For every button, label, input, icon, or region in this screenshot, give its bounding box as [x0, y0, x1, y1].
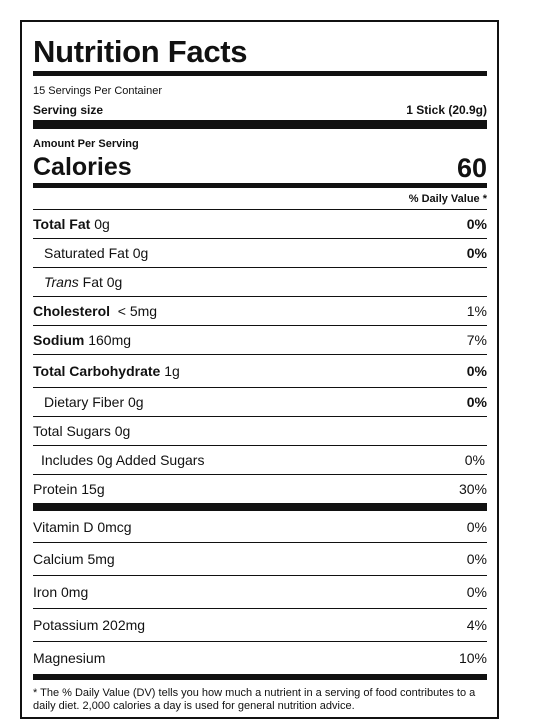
- potassium-dv: 4%: [466, 617, 487, 633]
- nutrient-row-total-carbohydrate: Total Carbohydrate 1g 0%: [33, 355, 487, 388]
- divider: [33, 120, 487, 129]
- nutrient-row-total-fat: Total Fat 0g 0%: [33, 210, 487, 239]
- protein-dv: 30%: [458, 481, 487, 497]
- total-fat-amount: 0g: [94, 216, 110, 232]
- footnote: * The % Daily Value (DV) tells you how m…: [33, 687, 476, 712]
- nutrient-row-dietary-fiber: Dietary Fiber 0g 0%: [33, 388, 487, 417]
- nutrient-row-calcium: Calcium 5mg 0%: [33, 543, 487, 576]
- iron-dv: 0%: [466, 584, 487, 600]
- calcium-dv: 0%: [466, 551, 487, 567]
- saturated-fat-label: Saturated Fat 0g: [44, 245, 149, 261]
- protein-label: Protein 15g: [33, 481, 105, 497]
- added-sugars-dv: 0%: [464, 452, 485, 468]
- saturated-fat-dv: 0%: [466, 245, 487, 261]
- cholesterol-label: Cholesterol: [33, 303, 111, 319]
- nutrient-row-vitamin-d: Vitamin D 0mcg 0%: [33, 511, 487, 543]
- calories-row: Calories 60: [33, 153, 487, 182]
- total-carb-amount: 1g: [164, 363, 180, 379]
- serving-size-row: Serving size 1 Stick (20.9g): [33, 103, 487, 117]
- divider: [33, 674, 487, 680]
- vitamin-d-label: Vitamin D 0mcg: [33, 518, 132, 535]
- serving-size-value: 1 Stick (20.9g): [406, 103, 487, 117]
- sodium-amount: 160mg: [88, 332, 132, 348]
- nutrient-label: Total Fat 0g: [33, 216, 110, 232]
- calories-label: Calories: [33, 153, 132, 181]
- cholesterol-amount: < 5mg: [117, 303, 158, 319]
- divider: [33, 71, 487, 76]
- total-carb-label: Total Carbohydrate: [33, 363, 161, 379]
- magnesium-label: Magnesium: [33, 650, 106, 666]
- servings-per-container: 15 Servings Per Container: [33, 85, 163, 97]
- total-sugars-label: Total Sugars 0g: [33, 423, 131, 439]
- potassium-label: Potassium 202mg: [33, 617, 146, 633]
- iron-label: Iron 0mg: [33, 584, 89, 600]
- sodium-label: Sodium: [33, 332, 85, 348]
- nutrient-row-magnesium: Magnesium 10%: [33, 642, 487, 674]
- calcium-label: Calcium 5mg: [33, 551, 115, 567]
- dietary-fiber-dv: 0%: [466, 394, 487, 410]
- sodium-dv: 7%: [466, 332, 487, 348]
- added-sugars-label: Includes 0g Added Sugars: [41, 452, 205, 468]
- nutrient-row-cholesterol: Cholesterol < 5mg 1%: [33, 297, 487, 326]
- trans-fat-label: Fat 0g: [82, 274, 123, 290]
- cholesterol-dv: 1%: [466, 303, 487, 319]
- total-carb-dv: 0%: [466, 363, 487, 379]
- nutrient-row-added-sugars: Includes 0g Added Sugars 0%: [33, 446, 487, 475]
- nutrient-label: Sodium 160mg: [33, 332, 131, 348]
- daily-value-header: % Daily Value *: [33, 193, 487, 210]
- amount-per-serving: Amount Per Serving: [33, 138, 139, 150]
- nutrient-row-total-sugars: Total Sugars 0g: [33, 417, 487, 446]
- divider: [33, 503, 487, 511]
- nutrient-row-protein: Protein 15g 30%: [33, 475, 487, 503]
- nutrient-label: Total Carbohydrate 1g: [33, 363, 180, 379]
- trans-fat-italic: Trans: [44, 274, 79, 290]
- nutrition-facts-label: Nutrition Facts 15 Servings Per Containe…: [20, 20, 499, 719]
- nutrient-row-saturated-fat: Saturated Fat 0g 0%: [33, 239, 487, 268]
- total-fat-label: Total Fat: [33, 216, 91, 232]
- nutrient-row-sodium: Sodium 160mg 7%: [33, 326, 487, 355]
- label-title: Nutrition Facts: [33, 34, 248, 69]
- dietary-fiber-label: Dietary Fiber 0g: [44, 394, 144, 410]
- nutrient-label: Cholesterol < 5mg: [33, 303, 157, 319]
- nutrient-label: Trans Fat 0g: [44, 274, 122, 290]
- calories-value: 60: [456, 153, 487, 183]
- serving-size-label: Serving size: [33, 103, 104, 117]
- nutrient-row-trans-fat: Trans Fat 0g: [33, 268, 487, 297]
- nutrient-row-iron: Iron 0mg 0%: [33, 576, 487, 609]
- total-fat-dv: 0%: [466, 216, 487, 232]
- divider: [33, 183, 487, 188]
- vitamin-d-dv: 0%: [466, 518, 487, 535]
- nutrient-row-potassium: Potassium 202mg 4%: [33, 609, 487, 642]
- magnesium-dv: 10%: [458, 650, 487, 666]
